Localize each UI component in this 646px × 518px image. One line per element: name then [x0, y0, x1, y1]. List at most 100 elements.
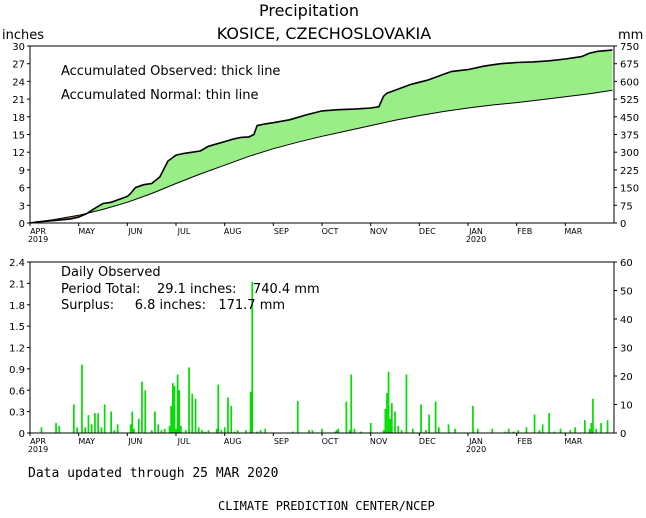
observed-accumulated-line — [29, 49, 613, 224]
bottom-left-tick-label: 1.8 — [9, 301, 25, 312]
daily-bar — [369, 423, 372, 433]
daily-bar — [334, 431, 336, 433]
daily-bar — [137, 418, 140, 434]
daily-bar — [394, 411, 396, 433]
daily-bar — [116, 424, 119, 433]
daily-bar — [569, 430, 572, 433]
daily-bar — [553, 431, 555, 433]
daily-bar — [90, 424, 93, 433]
daily-bar — [345, 401, 348, 433]
daily-bar — [512, 431, 515, 433]
top-right-tick-label: 675 — [620, 60, 639, 71]
daily-bar — [311, 430, 314, 433]
daily-bar — [191, 393, 194, 433]
daily-bar — [476, 428, 479, 433]
bottom-year-label: 2019 — [28, 445, 48, 454]
daily-bar — [434, 401, 437, 433]
daily-bar — [55, 423, 57, 433]
top-month-label: JAN — [468, 227, 483, 236]
daily-bar — [348, 430, 351, 433]
top-right-unit-label: mm — [618, 28, 643, 43]
top-left-tick-label: 6 — [19, 184, 25, 195]
daily-bar — [180, 425, 182, 433]
bottom-right-tick-label: 60 — [620, 258, 633, 269]
daily-bar — [94, 413, 96, 433]
daily-bar — [412, 428, 414, 433]
top-right-tick-label: 225 — [620, 166, 639, 177]
daily-bar — [584, 420, 586, 433]
bottom-month-label: AUG — [224, 437, 242, 446]
daily-bar — [507, 428, 510, 433]
daily-bar — [194, 398, 197, 433]
daily-bar — [97, 413, 99, 433]
bottom-month-label: OCT — [322, 437, 339, 446]
top-left-tick-label: 27 — [12, 60, 25, 71]
daily-bar — [73, 404, 75, 433]
surplus-area — [86, 50, 613, 214]
credit-line: CLIMATE PREDICTION CENTER/NCEP — [218, 499, 435, 513]
daily-bar — [249, 391, 252, 433]
daily-bar — [447, 424, 450, 433]
bottom-month-label: SEP — [274, 437, 289, 446]
bottom-left-tick-label: 0.9 — [9, 365, 25, 376]
observed-legend-note: Accumulated Observed: thick line — [61, 64, 280, 79]
daily-bar — [321, 428, 323, 433]
daily-bar — [438, 427, 440, 433]
daily-bar — [538, 430, 541, 433]
bottom-month-label: DEC — [419, 437, 436, 446]
daily-bar — [590, 423, 593, 433]
daily-bar — [76, 427, 78, 433]
top-right-tick-label: 0 — [620, 219, 626, 230]
daily-bar — [197, 427, 200, 433]
top-left-tick-label: 21 — [12, 95, 25, 106]
daily-bar — [541, 424, 544, 433]
surplus-label: Surplus: 6.8 inches: 171.7 mm — [61, 298, 285, 313]
normal-accumulated-line — [29, 89, 613, 224]
accumulated-plot: 0369121518212427300751502253003754505256… — [12, 42, 639, 244]
daily-bar — [176, 374, 179, 433]
daily-bar — [217, 384, 220, 433]
data-updated-note: Data updated through 25 MAR 2020 — [28, 466, 279, 481]
chart-title: Precipitation — [259, 1, 359, 20]
daily-bar — [360, 431, 362, 433]
daily-bar — [141, 381, 143, 433]
bottom-left-tick-label: 1.2 — [9, 344, 25, 355]
daily-bar — [397, 425, 400, 433]
daily-bar — [251, 281, 254, 433]
top-left-tick-label: 9 — [19, 166, 25, 177]
daily-plot: 0 0.3 0.6 0.9 1.2 1.5 1.8 2.1 2.4 0 10 20 30 40 50 60 AP… — [9, 258, 633, 454]
daily-bar — [335, 430, 338, 433]
bottom-right-tick-label: 20 — [620, 372, 633, 383]
daily-bar — [160, 430, 163, 433]
bottom-month-label: NOV — [370, 437, 388, 446]
daily-bar — [574, 427, 576, 433]
daily-bar — [236, 430, 239, 433]
daily-bar — [606, 420, 609, 433]
daily-bar — [173, 386, 176, 433]
top-month-label: DEC — [419, 227, 436, 236]
bottom-month-label: APR — [30, 437, 46, 446]
bottom-right-tick-label: 30 — [620, 344, 633, 355]
top-month-label: JUL — [177, 227, 191, 236]
top-month-label: FEB — [517, 227, 532, 236]
daily-bar — [172, 383, 174, 433]
top-month-label: SEP — [274, 227, 289, 236]
daily-bar — [220, 430, 223, 433]
daily-bar — [595, 428, 598, 433]
daily-bar — [129, 424, 132, 433]
top-month-label: APR — [30, 227, 46, 236]
daily-bar — [84, 427, 87, 433]
daily-bar — [103, 404, 106, 433]
top-month-label: MAY — [78, 227, 95, 236]
daily-bar — [600, 423, 602, 433]
daily-bar — [81, 364, 83, 433]
top-left-tick-label: 3 — [19, 201, 25, 212]
bottom-right-tick-label: 50 — [620, 287, 633, 298]
top-year-label: 2020 — [466, 235, 486, 244]
daily-bar — [204, 431, 207, 433]
daily-bar — [454, 428, 456, 433]
daily-bar — [308, 430, 310, 433]
daily-bar — [131, 411, 134, 433]
normal-legend-note: Accumulated Normal: thin line — [61, 88, 259, 103]
top-right-tick-label: 150 — [620, 184, 639, 195]
